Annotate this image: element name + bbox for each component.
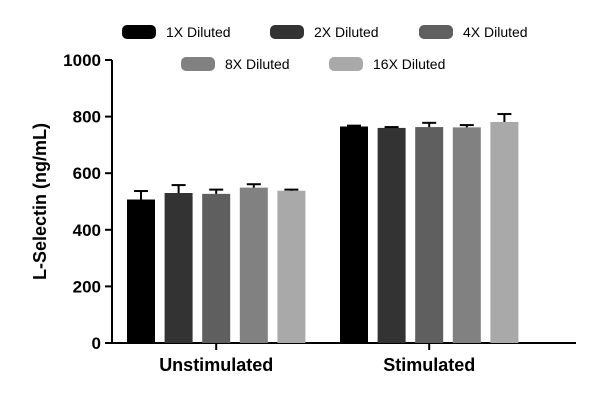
legend-label: 2X Diluted bbox=[314, 24, 379, 40]
y-tick-label: 800 bbox=[73, 108, 101, 127]
legend-label: 8X Diluted bbox=[225, 56, 290, 72]
bar bbox=[452, 127, 481, 343]
y-tick-label: 1000 bbox=[63, 51, 101, 70]
y-tick-label: 400 bbox=[73, 221, 101, 240]
legend: 1X Diluted 2X Diluted 4X Diluted 8X Diluted… bbox=[122, 24, 528, 72]
bar bbox=[202, 193, 231, 343]
legend-label: 4X Diluted bbox=[463, 24, 528, 40]
y-tick-label: 200 bbox=[73, 277, 101, 296]
x-axis: Unstimulated Stimulated bbox=[111, 342, 576, 375]
x-tick-label: Unstimulated bbox=[159, 355, 273, 375]
legend-label: 1X Diluted bbox=[166, 24, 231, 40]
bar bbox=[127, 199, 155, 343]
y-axis-title: L-Selectin (ng/mL) bbox=[30, 123, 50, 280]
y-axis: 0 200 400 600 800 1000 bbox=[63, 51, 113, 353]
legend-swatch bbox=[181, 57, 215, 71]
bar bbox=[377, 127, 406, 343]
y-tick-label: 600 bbox=[73, 164, 101, 183]
bar bbox=[490, 121, 519, 344]
bar bbox=[340, 126, 368, 343]
bars bbox=[127, 113, 519, 344]
y-tick-label: 0 bbox=[92, 334, 101, 353]
legend-swatch bbox=[122, 25, 156, 39]
bar bbox=[415, 127, 444, 343]
legend-swatch bbox=[329, 57, 363, 71]
legend-swatch bbox=[419, 25, 453, 39]
x-tick-label: Stimulated bbox=[383, 355, 475, 375]
legend-label: 16X Diluted bbox=[373, 56, 445, 72]
bar bbox=[164, 193, 193, 343]
legend-swatch bbox=[270, 25, 304, 39]
bar bbox=[239, 187, 268, 343]
bar bbox=[277, 190, 306, 343]
